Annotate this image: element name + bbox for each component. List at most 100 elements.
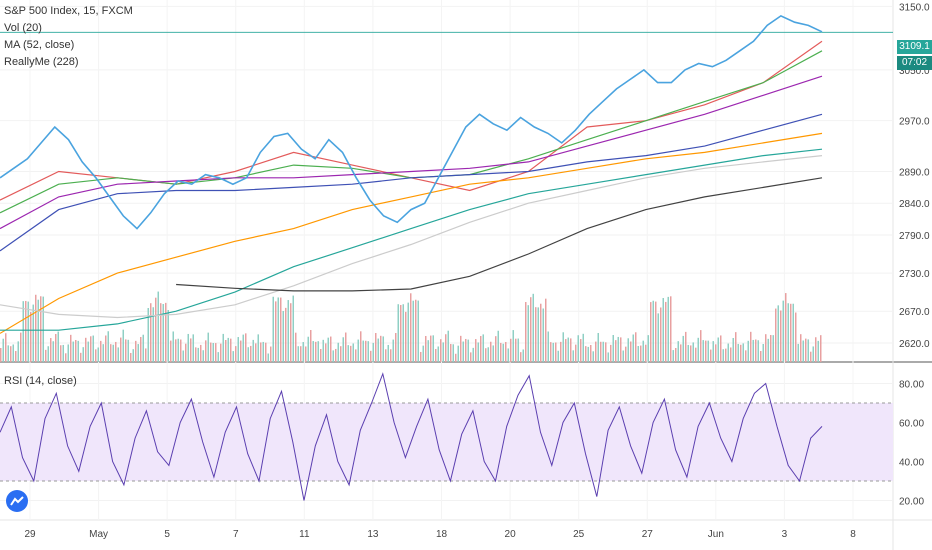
volume-bar xyxy=(472,347,474,362)
moving-averages xyxy=(0,40,823,334)
volume-bar xyxy=(512,330,514,362)
volume-bar xyxy=(410,293,412,362)
volume-bar xyxy=(452,344,454,362)
volume-bar xyxy=(300,346,302,362)
ma-legend[interactable]: MA (52, close) xyxy=(4,39,75,51)
volume-bar xyxy=(747,340,749,362)
time-tick-label: 3 xyxy=(782,529,788,540)
volume-bar xyxy=(140,337,142,362)
volume-bar xyxy=(230,338,232,362)
volume-bar xyxy=(622,350,624,362)
volume-bar xyxy=(715,344,717,362)
rsi-tick-label: 80.00 xyxy=(899,380,924,391)
volume-bar xyxy=(395,333,397,362)
volume-bar xyxy=(72,341,74,362)
volume-bar xyxy=(755,339,757,362)
volume-bar xyxy=(260,342,262,362)
volume-bar xyxy=(435,348,437,362)
rsi-legend[interactable]: RSI (14, close) xyxy=(4,375,77,387)
volume-bar xyxy=(560,341,562,362)
volume-bar xyxy=(545,298,547,362)
volume-bar xyxy=(397,304,399,362)
volume-bar xyxy=(672,350,674,362)
volume-bar xyxy=(612,334,614,362)
volume-bar xyxy=(105,335,107,362)
volume-bar xyxy=(627,338,629,362)
volume-bar xyxy=(62,344,64,362)
volume-bar xyxy=(207,332,209,362)
volume-bar xyxy=(365,340,367,362)
volume-bar xyxy=(405,311,407,362)
indicator-legend[interactable]: ReallyMe (228) xyxy=(4,56,79,68)
volume-bar xyxy=(572,350,574,362)
volume-bar xyxy=(77,340,79,362)
volume-bar xyxy=(250,345,252,362)
volume-bar xyxy=(380,335,382,362)
volume-bar xyxy=(682,335,684,362)
volume-bar xyxy=(60,345,62,362)
volume-bar xyxy=(620,337,622,362)
ma-line xyxy=(0,113,823,252)
volume-bar xyxy=(457,345,459,362)
volume-bar xyxy=(485,348,487,362)
volume-bar xyxy=(787,303,789,362)
volume-bar xyxy=(767,338,769,362)
time-tick-label: 11 xyxy=(299,529,310,540)
volume-bar xyxy=(95,349,97,362)
volume-bar xyxy=(555,342,557,362)
volume-bar xyxy=(750,331,752,362)
volume-bar xyxy=(497,330,499,362)
volume-bar xyxy=(700,330,702,362)
volume-bar xyxy=(760,350,762,362)
price-tick-label: 2840.0 xyxy=(899,199,930,210)
volume-bar xyxy=(27,301,29,362)
volume-bar xyxy=(160,303,162,362)
volume-bar xyxy=(22,301,24,362)
volume-bar xyxy=(580,339,582,362)
volume-bar xyxy=(495,336,497,362)
volume-bar xyxy=(792,303,794,362)
volume-bar xyxy=(617,336,619,362)
vol-legend[interactable]: Vol (20) xyxy=(4,22,42,34)
volume-bar xyxy=(332,350,334,362)
volume-bar xyxy=(110,344,112,362)
volume-bar xyxy=(222,333,224,362)
symbol-title[interactable]: S&P 500 Index, 15, FXCM xyxy=(4,5,133,17)
volume-bar xyxy=(265,342,267,362)
volume-bar xyxy=(537,307,539,362)
volume-bar xyxy=(615,340,617,362)
volume-bar xyxy=(735,332,737,362)
volume-bar xyxy=(302,342,304,362)
volume-bar xyxy=(490,341,492,362)
volume-bar xyxy=(745,350,747,362)
time-tick-label: 27 xyxy=(642,529,654,540)
rsi-tick-label: 40.00 xyxy=(899,458,924,469)
volume-bar xyxy=(345,332,347,362)
volume-bar xyxy=(280,297,282,362)
price-tick-label: 2730.0 xyxy=(899,269,930,280)
volume-bar xyxy=(575,344,577,362)
volume-bar xyxy=(430,335,432,362)
volume-bar xyxy=(285,307,287,362)
volume-bar xyxy=(157,291,159,362)
volume-bar xyxy=(145,348,147,362)
time-tick-label: Jun xyxy=(708,529,724,540)
volume-bar xyxy=(780,310,782,362)
volume-bar xyxy=(232,351,234,362)
volume-bar xyxy=(635,332,637,362)
volume-bar xyxy=(480,336,482,362)
volume-bar xyxy=(132,349,134,362)
volume-bar xyxy=(270,346,272,362)
volume-bar xyxy=(692,342,694,362)
volume-bar xyxy=(527,305,529,362)
time-tick-label: 29 xyxy=(24,529,36,540)
volume-bar xyxy=(40,296,42,362)
volume-bar xyxy=(350,345,352,362)
volume-bar xyxy=(460,335,462,362)
price-line xyxy=(0,14,823,230)
volume-bar xyxy=(330,336,332,362)
volume-bar xyxy=(37,299,39,362)
volume-bar xyxy=(220,343,222,362)
tradingview-logo-icon[interactable] xyxy=(6,490,28,512)
